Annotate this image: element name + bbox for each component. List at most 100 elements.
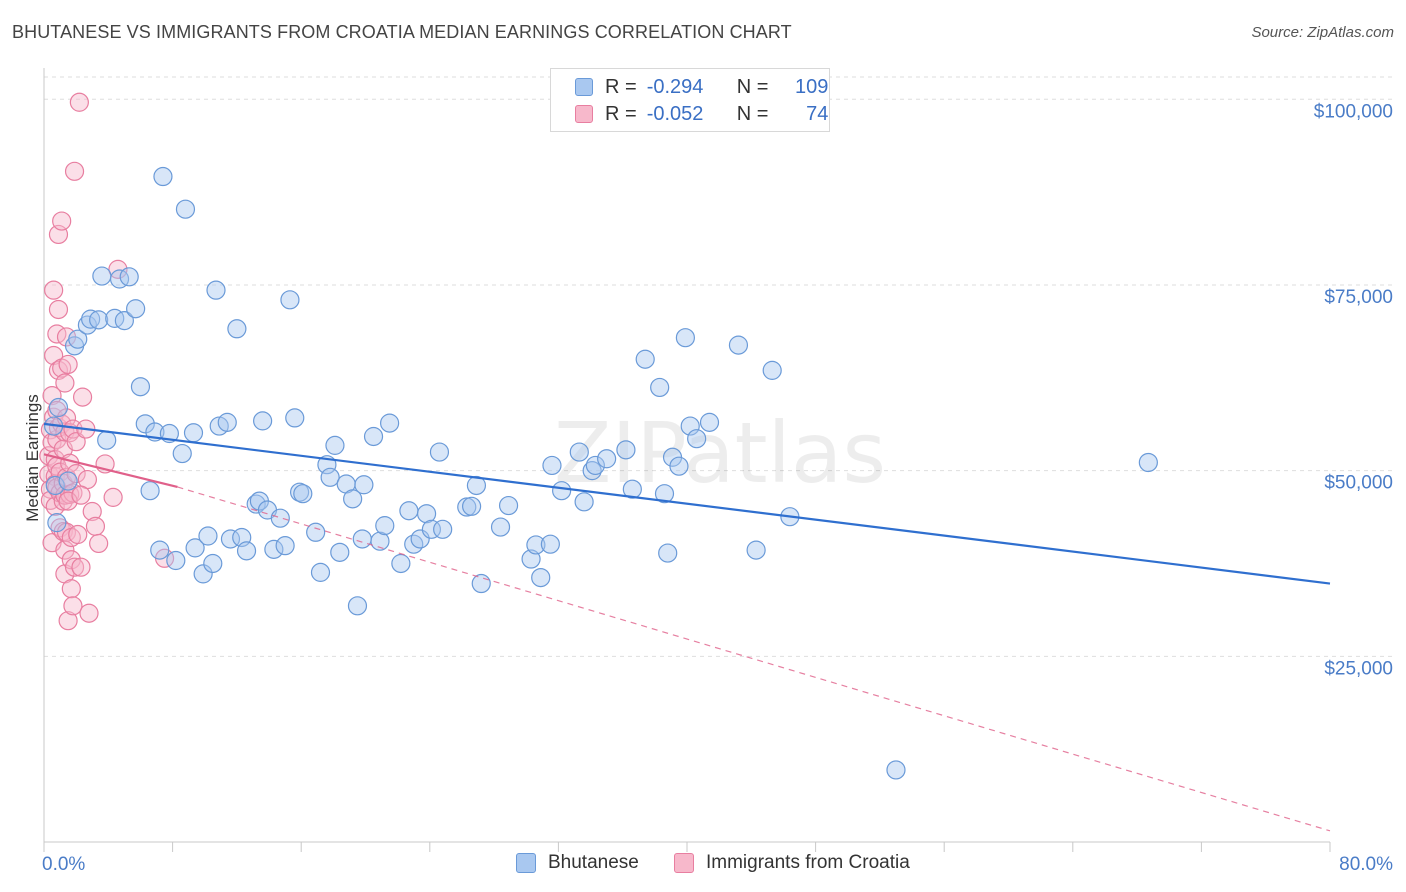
legend-swatch-pink <box>575 105 593 123</box>
n-value: 109 <box>795 75 829 98</box>
bhutanese-point <box>363 426 384 447</box>
source-label: Source: ZipAtlas.com <box>1251 24 1394 41</box>
bhutanese-point <box>429 442 450 462</box>
bhutanese-point <box>635 349 655 369</box>
bhutanese-point <box>728 335 749 355</box>
bhutanese-point <box>310 562 331 582</box>
bhutanese-point <box>175 199 196 219</box>
bhutanese-point <box>699 412 720 432</box>
bhutanese-point <box>325 435 345 455</box>
bhutanese-point <box>886 760 906 780</box>
n-value: 74 <box>806 102 829 125</box>
x-tick-label: 0.0% <box>42 854 85 875</box>
bhutanese-point <box>461 496 482 516</box>
chart-title: BHUTANESE VS IMMIGRANTS FROM CROATIA MED… <box>12 22 792 42</box>
bhutanese-point <box>352 529 372 549</box>
bhutanese-point <box>658 543 678 563</box>
trend-lines <box>43 422 1331 832</box>
bhutanese-point <box>471 573 491 594</box>
watermark: ZIPatlas <box>554 404 886 502</box>
bhutanese-point <box>114 311 134 331</box>
y-tick-label: $75,000 <box>1324 287 1393 308</box>
bhutanese-point <box>253 411 273 431</box>
bhutanese-point <box>183 423 204 443</box>
croatia-point <box>89 533 109 554</box>
bhutanese-points <box>44 166 1158 780</box>
bhutanese-point <box>762 360 782 380</box>
bhutanese-point <box>597 449 617 469</box>
bhutanese-point <box>126 299 146 319</box>
legend-swatch-blue <box>516 853 536 873</box>
bhutanese-point <box>330 542 350 562</box>
croatia-point <box>55 373 75 393</box>
croatia-point <box>69 92 89 112</box>
bhutanese-point <box>97 430 117 450</box>
bhutanese-point <box>669 456 689 476</box>
bhutanese-point <box>92 266 112 286</box>
legend-item-bhutanese: Bhutanese <box>516 852 639 874</box>
bhutanese-point <box>130 377 151 397</box>
bhutanese-point <box>119 267 139 287</box>
bhutanese-point <box>47 513 67 533</box>
croatia-point <box>79 603 99 623</box>
bhutanese-point <box>347 596 368 616</box>
bhutanese-point <box>399 501 419 521</box>
bhutanese-point <box>531 567 551 588</box>
bhutanese-point <box>203 553 223 574</box>
bhutanese-point <box>687 429 707 449</box>
bhutanese-point <box>270 508 290 528</box>
bhutanese-point <box>585 455 605 476</box>
bhutanese-point <box>650 377 670 398</box>
y-tick-label: $100,000 <box>1314 101 1393 122</box>
bhutanese-point <box>1138 452 1158 473</box>
x-tick-label: 80.0% <box>1339 854 1393 875</box>
bhutanese-point <box>285 408 305 428</box>
y-tick-label: $25,000 <box>1324 658 1393 679</box>
legend-item-croatia: Immigrants from Croatia <box>674 852 910 874</box>
bhutanese-point <box>569 442 589 462</box>
bhutanese-point <box>616 440 636 460</box>
bhutanese-point <box>343 489 363 509</box>
bhutanese-point <box>280 290 300 310</box>
croatia-point <box>48 360 69 380</box>
r-value: -0.294 <box>646 75 704 98</box>
bhutanese-point <box>582 461 602 481</box>
bhutanese-point <box>375 516 395 536</box>
croatia-point <box>103 487 123 507</box>
y-tick-label: $50,000 <box>1324 473 1393 494</box>
croatia-trend-line-solid <box>43 453 178 489</box>
bhutanese-point <box>370 531 390 551</box>
bhutanese-point <box>45 475 65 496</box>
stats-legend-row-bhutanese: R = -0.294 N = 109 <box>575 74 828 100</box>
bhutanese-point <box>433 519 453 539</box>
stats-legend-row-croatia: R = -0.052 N = 74 <box>575 101 828 127</box>
croatia-point <box>58 354 78 375</box>
bhutanese-point <box>135 414 155 434</box>
bhutanese-point <box>198 526 218 546</box>
bhutanese-point <box>542 455 562 476</box>
bhutanese-point <box>416 504 437 524</box>
croatia-point <box>68 524 88 545</box>
bhutanese-point <box>320 467 340 487</box>
bhutanese-point <box>675 328 695 348</box>
bhutanese-trend-line <box>43 422 1331 585</box>
bhutanese-point <box>540 534 560 554</box>
bhutanese-point <box>521 549 541 569</box>
bhutanese-point <box>58 471 78 491</box>
bhutanese-point <box>153 166 173 187</box>
croatia-point <box>61 579 81 599</box>
bhutanese-point <box>526 535 546 555</box>
bhutanese-point <box>89 310 109 330</box>
bhutanese-point <box>380 413 400 433</box>
bhutanese-point <box>391 553 411 574</box>
bhutanese-point <box>150 540 170 560</box>
bhutanese-point <box>185 538 205 558</box>
croatia-point <box>66 464 86 484</box>
bhutanese-point <box>680 416 700 436</box>
croatia-point <box>52 211 72 231</box>
bhutanese-point <box>574 492 594 512</box>
bhutanese-point <box>77 315 98 335</box>
stats-legend: R = -0.294 N = 109 R = -0.052 N = 74 <box>550 68 830 132</box>
bhutanese-point <box>289 482 310 502</box>
